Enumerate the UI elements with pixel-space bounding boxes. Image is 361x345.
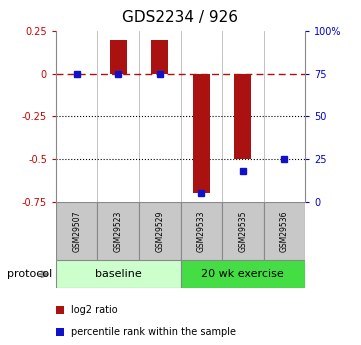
Text: GSM29507: GSM29507: [72, 210, 81, 252]
Bar: [180, 202, 222, 260]
Text: GDS2234 / 926: GDS2234 / 926: [122, 10, 239, 25]
Text: percentile rank within the sample: percentile rank within the sample: [71, 327, 236, 337]
Bar: [264, 202, 305, 260]
Text: GSM29523: GSM29523: [114, 210, 123, 252]
Bar: [152, 40, 168, 74]
Bar: [110, 40, 127, 74]
Bar: [193, 74, 209, 193]
Bar: [235, 74, 251, 159]
Text: GSM29529: GSM29529: [155, 210, 164, 252]
Bar: [180, 260, 305, 288]
Bar: [56, 260, 180, 288]
Bar: [56, 202, 97, 260]
Text: GSM29536: GSM29536: [280, 210, 289, 252]
Text: GSM29535: GSM29535: [238, 210, 247, 252]
Text: GSM29533: GSM29533: [197, 210, 206, 252]
Text: 20 wk exercise: 20 wk exercise: [201, 269, 284, 279]
Text: log2 ratio: log2 ratio: [71, 305, 118, 315]
Bar: [97, 202, 139, 260]
Text: protocol: protocol: [7, 269, 52, 279]
Text: baseline: baseline: [95, 269, 142, 279]
Bar: [139, 202, 180, 260]
Bar: [222, 202, 264, 260]
